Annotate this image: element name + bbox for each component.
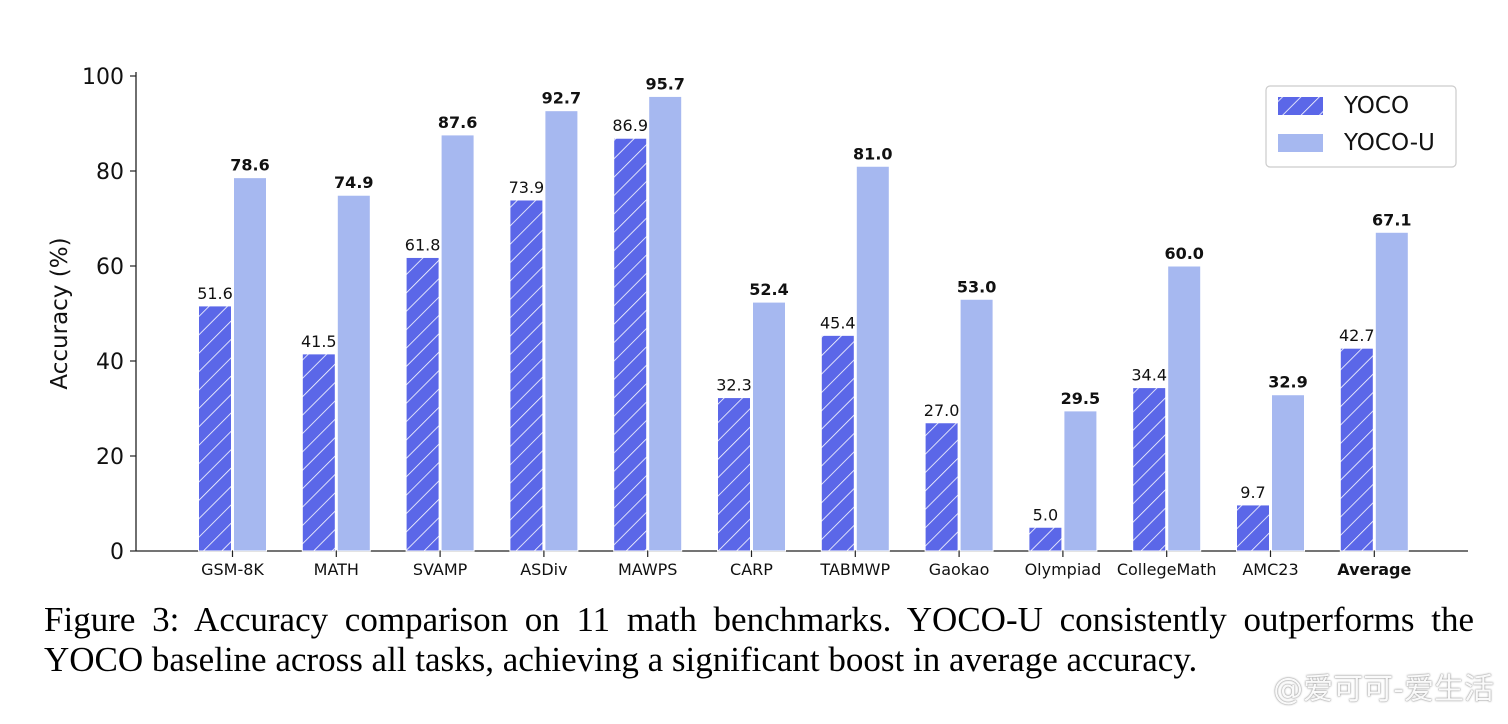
bar-yoco-u: [1063, 410, 1098, 552]
data-label: 29.5: [1061, 389, 1100, 408]
x-tick-label: Average: [1337, 560, 1411, 579]
bar-yoco: [613, 137, 648, 552]
bar-yoco: [1028, 526, 1063, 552]
data-label: 60.0: [1164, 244, 1203, 263]
y-tick-label: 100: [82, 65, 124, 90]
x-tick-label: CARP: [730, 560, 773, 579]
data-label: 34.4: [1131, 366, 1167, 385]
x-tick-label: SVAMP: [413, 560, 468, 579]
y-axis-label: Accuracy (%): [47, 237, 73, 389]
figure-caption: Figure 3: Accuracy comparison on 11 math…: [44, 600, 1474, 679]
bar-yoco-u: [855, 165, 890, 552]
bar-yoco-u: [648, 95, 683, 552]
bar-yoco: [1236, 504, 1270, 552]
legend-label: YOCO-U: [1343, 130, 1435, 156]
bar-yoco-u: [233, 177, 267, 552]
data-label: 32.3: [716, 376, 752, 395]
data-label: 92.7: [542, 89, 581, 108]
x-tick-label: Olympiad: [1025, 560, 1102, 579]
bar-yoco: [405, 256, 440, 552]
bar-yoco-u: [336, 194, 371, 552]
data-label: 74.9: [334, 173, 373, 192]
data-label: 32.9: [1268, 373, 1307, 392]
x-tick-label: Gaokao: [929, 560, 990, 579]
bar-chart: 0 20 40 60 80 100 Accuracy (%) GSM-8K MATH SVAMP A…: [47, 65, 1468, 579]
x-tick-label: TABMWP: [819, 560, 890, 579]
data-label: 87.6: [438, 113, 477, 132]
data-label: 86.9: [612, 116, 648, 135]
legend-swatch: [1278, 97, 1323, 115]
y-tick-label: 0: [110, 540, 124, 565]
x-tick-label: MATH: [314, 560, 359, 579]
x-tick-label: GSM-8K: [201, 560, 264, 579]
bar-yoco-u: [1271, 394, 1305, 552]
bar-yoco-u: [959, 298, 994, 552]
x-tick-label: AMC23: [1242, 560, 1298, 579]
legend-swatch: [1278, 134, 1323, 152]
data-label: 42.7: [1339, 326, 1375, 345]
chart-axes: 0 20 40 60 80 100 Accuracy (%) GSM-8K MATH SVAMP A…: [47, 65, 1468, 579]
x-tick-label: ASDiv: [520, 560, 567, 579]
bar-yoco: [820, 334, 855, 552]
data-label: 5.0: [1033, 505, 1058, 524]
data-label: 73.9: [509, 178, 545, 197]
data-label: 78.6: [230, 156, 269, 175]
data-label: 53.0: [957, 277, 996, 296]
chart-labels: 51.6 78.6 41.5 74.9 61.8 87.6 73.9 92.7 86.9 95.7…: [197, 74, 1411, 524]
y-tick-label: 40: [96, 350, 124, 375]
x-tick-label: MAWPS: [618, 560, 678, 579]
data-label: 41.5: [301, 332, 337, 351]
bar-yoco-u: [1167, 265, 1202, 552]
y-tick-label: 60: [96, 255, 124, 280]
bar-yoco-u: [752, 301, 786, 552]
legend-label: YOCO: [1343, 93, 1409, 119]
chart-legend: YOCO YOCO-U: [1265, 85, 1457, 168]
bar-yoco: [924, 422, 959, 552]
bar-yoco: [1132, 387, 1167, 552]
x-tick-label: CollegeMath: [1117, 560, 1217, 579]
data-label: 61.8: [405, 235, 441, 254]
data-label: 51.6: [197, 284, 233, 303]
y-tick-label: 80: [96, 160, 124, 185]
bar-yoco: [509, 199, 544, 552]
data-label: 45.4: [820, 313, 856, 332]
data-label: 95.7: [645, 74, 684, 93]
bar-yoco: [717, 397, 751, 552]
y-tick-label: 20: [96, 445, 124, 470]
chart-bars: [198, 95, 1409, 552]
data-label: 9.7: [1240, 483, 1265, 502]
data-label: 52.4: [749, 280, 788, 299]
data-label: 67.1: [1372, 210, 1411, 229]
watermark: @爱可可-爱生活: [1273, 672, 1494, 707]
data-label: 27.0: [924, 401, 960, 420]
bar-yoco: [301, 353, 336, 552]
data-label: 81.0: [853, 144, 892, 163]
bar-yoco: [198, 305, 232, 552]
bar-yoco-u: [440, 134, 475, 552]
bar-yoco: [1339, 347, 1374, 552]
bar-yoco-u: [544, 110, 579, 552]
bar-yoco-u: [1374, 231, 1409, 552]
